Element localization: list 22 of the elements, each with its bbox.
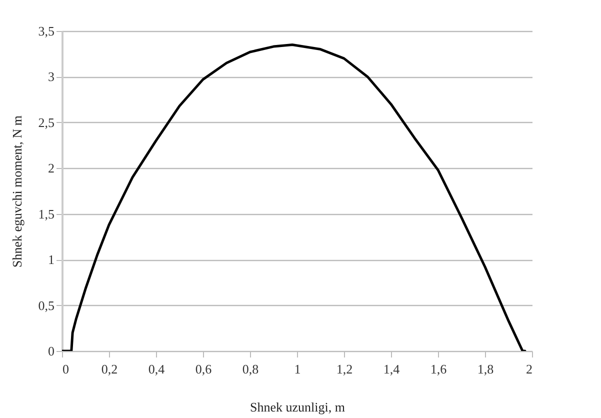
x-tick-label: 2 <box>526 362 532 376</box>
y-tick-label: 1,5 <box>38 206 54 222</box>
x-tick-label: 1,8 <box>477 362 494 376</box>
y-tick-label: 0 <box>48 344 54 358</box>
x-tick-label: 1,4 <box>383 362 400 376</box>
x-tick-label: 0,6 <box>195 362 212 376</box>
x-tick-label: 0,2 <box>101 362 118 376</box>
x-tick-label: 0 <box>62 362 69 376</box>
y-tick-label: 3,5 <box>38 24 54 38</box>
x-tick-label: 0,8 <box>242 362 259 376</box>
x-tick-label: 1 <box>294 362 301 376</box>
line-series <box>62 43 526 351</box>
x-axis-title: Shnek uzunligi, m <box>250 400 345 414</box>
y-tick-label: 0,5 <box>38 298 54 313</box>
x-tick-label: 1,6 <box>430 362 448 376</box>
y-tick-label: 2,5 <box>38 114 54 130</box>
x-tick-label: 0,4 <box>148 362 166 376</box>
y-tick-label: 2 <box>48 160 54 176</box>
x-tick-label: 1,2 <box>336 362 353 376</box>
y-tick-label: 1 <box>48 252 54 268</box>
y-tick-label: 3 <box>48 69 54 84</box>
y-axis-title: Shnek eguvchi moment, N m <box>9 115 24 268</box>
